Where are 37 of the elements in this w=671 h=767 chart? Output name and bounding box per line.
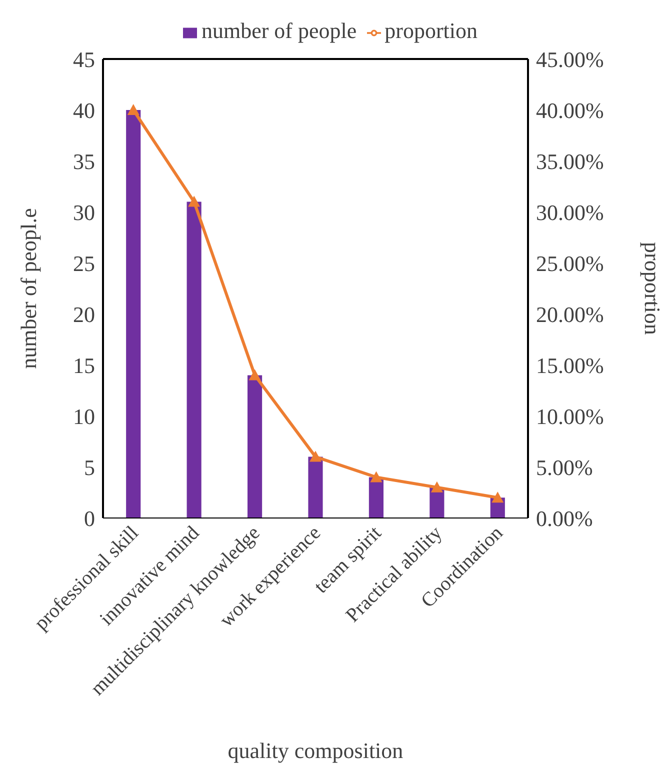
y-tick-label: 30: [73, 200, 95, 225]
point: [127, 104, 140, 115]
y-tick-label: 5: [84, 454, 95, 480]
y2-tick-label: 45.00%: [536, 46, 604, 72]
point: [310, 450, 322, 462]
bar: [368, 477, 384, 518]
bar: [308, 456, 323, 518]
y2-tick-label: 30.00%: [536, 200, 604, 225]
point: [492, 492, 504, 503]
y-tick-label: 15: [73, 352, 95, 378]
y2-tick-label: 40.00%: [536, 98, 604, 123]
y2-tick-label: 5.00%: [536, 454, 593, 480]
y2-tick-label: 10.00%: [536, 404, 604, 429]
y-tick-label: 45: [73, 46, 95, 72]
y-tick-label: 35: [73, 148, 95, 174]
bar: [126, 110, 141, 518]
y-axis-title: number of peopl.e: [16, 208, 41, 369]
y-tick-label: 10: [73, 404, 95, 429]
y2-axis-title: proportion: [640, 242, 666, 335]
point: [188, 196, 200, 207]
y2-tick-label: 25.00%: [536, 250, 604, 276]
y2-tick-label: 15.00%: [536, 352, 604, 378]
point: [430, 481, 443, 492]
y2-tick-label: 20.00%: [536, 302, 604, 327]
bar: [186, 202, 202, 518]
y-tick-label: 0: [84, 506, 95, 531]
y-tick-label: 20: [73, 302, 95, 327]
y2-tick-label: 35.00%: [536, 148, 604, 174]
bar: [248, 375, 262, 518]
legend-label: number of people: [201, 18, 357, 43]
x-axis-title: quality composition: [228, 738, 404, 763]
legend-label: proportion: [384, 18, 478, 43]
point: [370, 471, 382, 482]
point: [248, 369, 261, 380]
y2-tick-label: 0.00%: [536, 506, 593, 531]
y-tick-label: 25: [73, 250, 95, 276]
y-tick-label: 40: [73, 98, 95, 123]
